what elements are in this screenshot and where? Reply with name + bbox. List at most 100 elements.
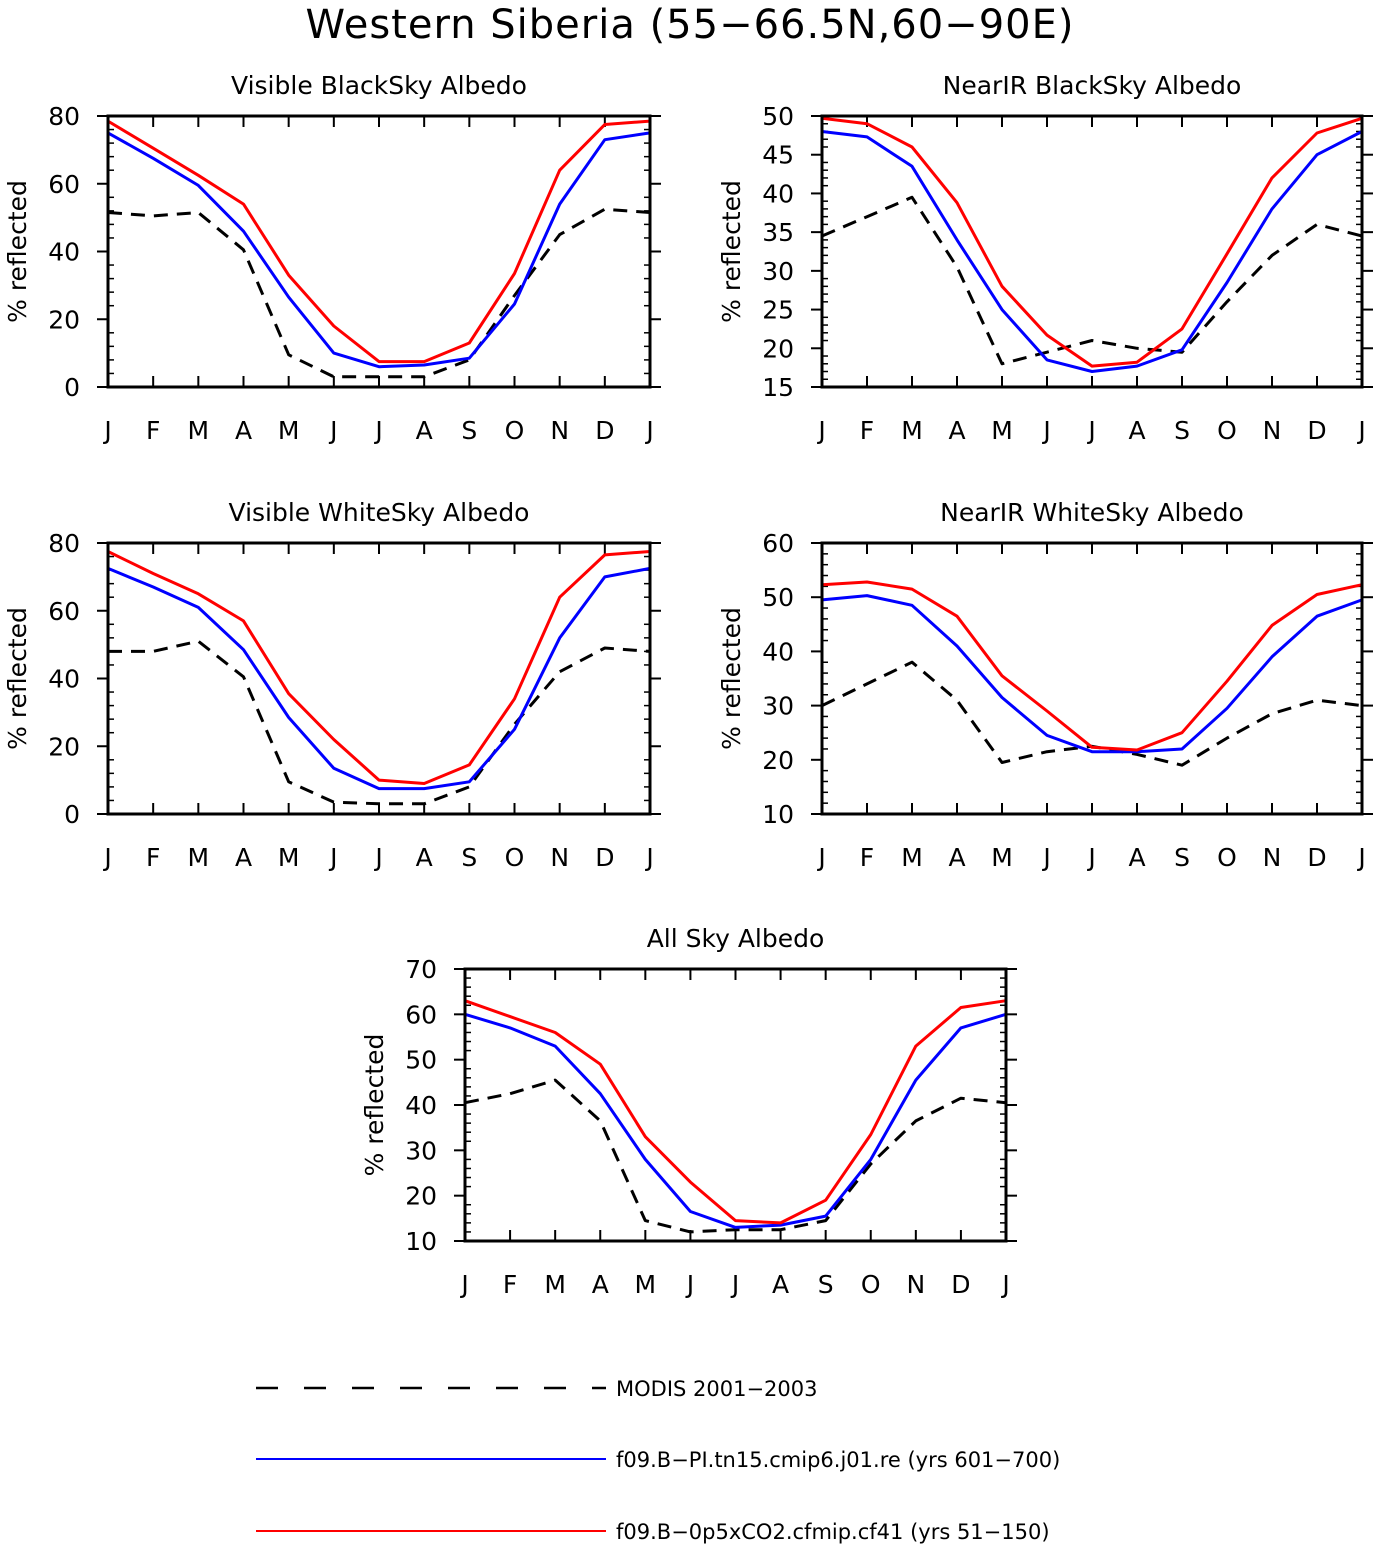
x-tick-label: N xyxy=(906,1270,925,1299)
y-tick-label: 20 xyxy=(762,334,794,363)
series-line xyxy=(821,116,1363,368)
y-tick-label: 30 xyxy=(405,1136,437,1165)
y-tick-label: 50 xyxy=(762,583,794,612)
x-tick-label: N xyxy=(550,416,569,445)
x-tick-label: A xyxy=(235,416,252,445)
y-tick-label: 40 xyxy=(48,238,80,267)
series-line xyxy=(464,1012,1007,1229)
y-axis-label: % reflected xyxy=(717,180,746,323)
y-tick-label: 40 xyxy=(762,637,794,666)
x-tick-label: A xyxy=(772,1270,789,1299)
x-tick-label: M xyxy=(635,1270,657,1299)
x-tick-label: S xyxy=(818,1270,834,1299)
y-tick-label: 50 xyxy=(762,102,794,131)
x-tick-label: M xyxy=(901,416,923,445)
x-tick-label: F xyxy=(146,416,160,445)
x-tick-label: A xyxy=(948,843,965,872)
y-tick-label: 60 xyxy=(48,170,80,199)
x-tick-label: S xyxy=(1174,843,1190,872)
x-tick-label: N xyxy=(1263,843,1282,872)
plot-frame xyxy=(106,541,652,816)
y-tick-label: 15 xyxy=(762,373,794,402)
legend: MODIS 2001−2003 f09.B−PI.tn15.cmip6.j01.r… xyxy=(256,1377,1060,1544)
x-tick-label: A xyxy=(592,1270,609,1299)
series-line xyxy=(821,594,1363,754)
x-tick-label: D xyxy=(595,843,614,872)
x-tick-label: J xyxy=(328,416,337,445)
panel-title: NearIR BlackSky Albedo xyxy=(943,71,1242,100)
x-tick-label: D xyxy=(1307,843,1326,872)
legend-label: f09.B−PI.tn15.cmip6.j01.re (yrs 601−700) xyxy=(616,1448,1060,1472)
y-tick-label: 35 xyxy=(762,218,794,247)
x-tick-label: A xyxy=(1128,416,1145,445)
x-tick-label: A xyxy=(416,843,433,872)
x-tick-label: M xyxy=(188,416,210,445)
y-tick-label: 60 xyxy=(48,597,80,626)
x-tick-label: O xyxy=(505,843,525,872)
x-tick-label: J xyxy=(1086,416,1095,445)
panel-title: Visible WhiteSky Albedo xyxy=(229,498,530,527)
x-tick-label: S xyxy=(461,416,477,445)
plot-frame xyxy=(463,967,1008,1243)
panel-title: Visible BlackSky Albedo xyxy=(231,71,527,100)
x-tick-label: A xyxy=(1128,843,1145,872)
y-tick-label: 20 xyxy=(48,732,80,761)
x-tick-label: M xyxy=(991,416,1013,445)
series-line xyxy=(821,660,1363,767)
y-tick-label: 0 xyxy=(64,373,80,402)
y-tick-label: 20 xyxy=(48,305,80,334)
y-tick-label: 25 xyxy=(762,296,794,325)
series-line xyxy=(821,580,1363,752)
y-axis-label: % reflected xyxy=(3,180,32,323)
y-tick-label: 10 xyxy=(405,1227,437,1256)
x-tick-label: S xyxy=(1174,416,1190,445)
x-tick-label: J xyxy=(644,416,653,445)
y-tick-label: 80 xyxy=(48,102,80,131)
series-line xyxy=(107,207,651,379)
x-tick-label: F xyxy=(146,843,160,872)
x-tick-label: J xyxy=(102,843,111,872)
x-tick-label: O xyxy=(1217,416,1237,445)
x-tick-label: O xyxy=(1217,843,1237,872)
y-tick-label: 20 xyxy=(405,1182,437,1211)
plot-frame xyxy=(106,114,652,389)
y-axis-label: % reflected xyxy=(717,607,746,750)
x-tick-label: A xyxy=(948,416,965,445)
x-tick-label: M xyxy=(278,843,300,872)
series-line xyxy=(107,131,651,369)
x-tick-label: J xyxy=(328,843,337,872)
y-axis-label: % reflected xyxy=(3,607,32,750)
x-tick-label: S xyxy=(461,843,477,872)
plot-frame xyxy=(820,114,1364,389)
y-axis-label: % reflected xyxy=(360,1034,389,1177)
y-tick-label: 60 xyxy=(405,1000,437,1029)
x-tick-label: M xyxy=(901,843,923,872)
x-tick-label: F xyxy=(860,843,874,872)
figure-title: Western Siberia (55−66.5N,60−90E) xyxy=(306,2,1075,48)
series-line xyxy=(464,1078,1007,1234)
x-tick-label: N xyxy=(550,843,569,872)
series-line xyxy=(821,195,1363,366)
x-tick-label: F xyxy=(860,416,874,445)
y-tick-label: 40 xyxy=(405,1091,437,1120)
panel-title: NearIR WhiteSky Albedo xyxy=(940,498,1244,527)
x-tick-label: A xyxy=(416,416,433,445)
y-tick-label: 40 xyxy=(48,665,80,694)
x-tick-label: J xyxy=(685,1270,694,1299)
x-tick-label: D xyxy=(1307,416,1326,445)
x-tick-label: N xyxy=(1263,416,1282,445)
series-line xyxy=(821,130,1363,373)
x-tick-label: J xyxy=(1041,843,1050,872)
y-tick-label: 50 xyxy=(405,1046,437,1075)
x-tick-label: J xyxy=(1086,843,1095,872)
y-tick-label: 80 xyxy=(48,529,80,558)
plot-frame xyxy=(820,541,1364,816)
series-line xyxy=(464,999,1007,1225)
legend-label: f09.B−0p5xCO2.cfmip.cf41 (yrs 51−150) xyxy=(616,1520,1050,1544)
x-tick-label: M xyxy=(188,843,210,872)
x-tick-label: J xyxy=(816,843,825,872)
